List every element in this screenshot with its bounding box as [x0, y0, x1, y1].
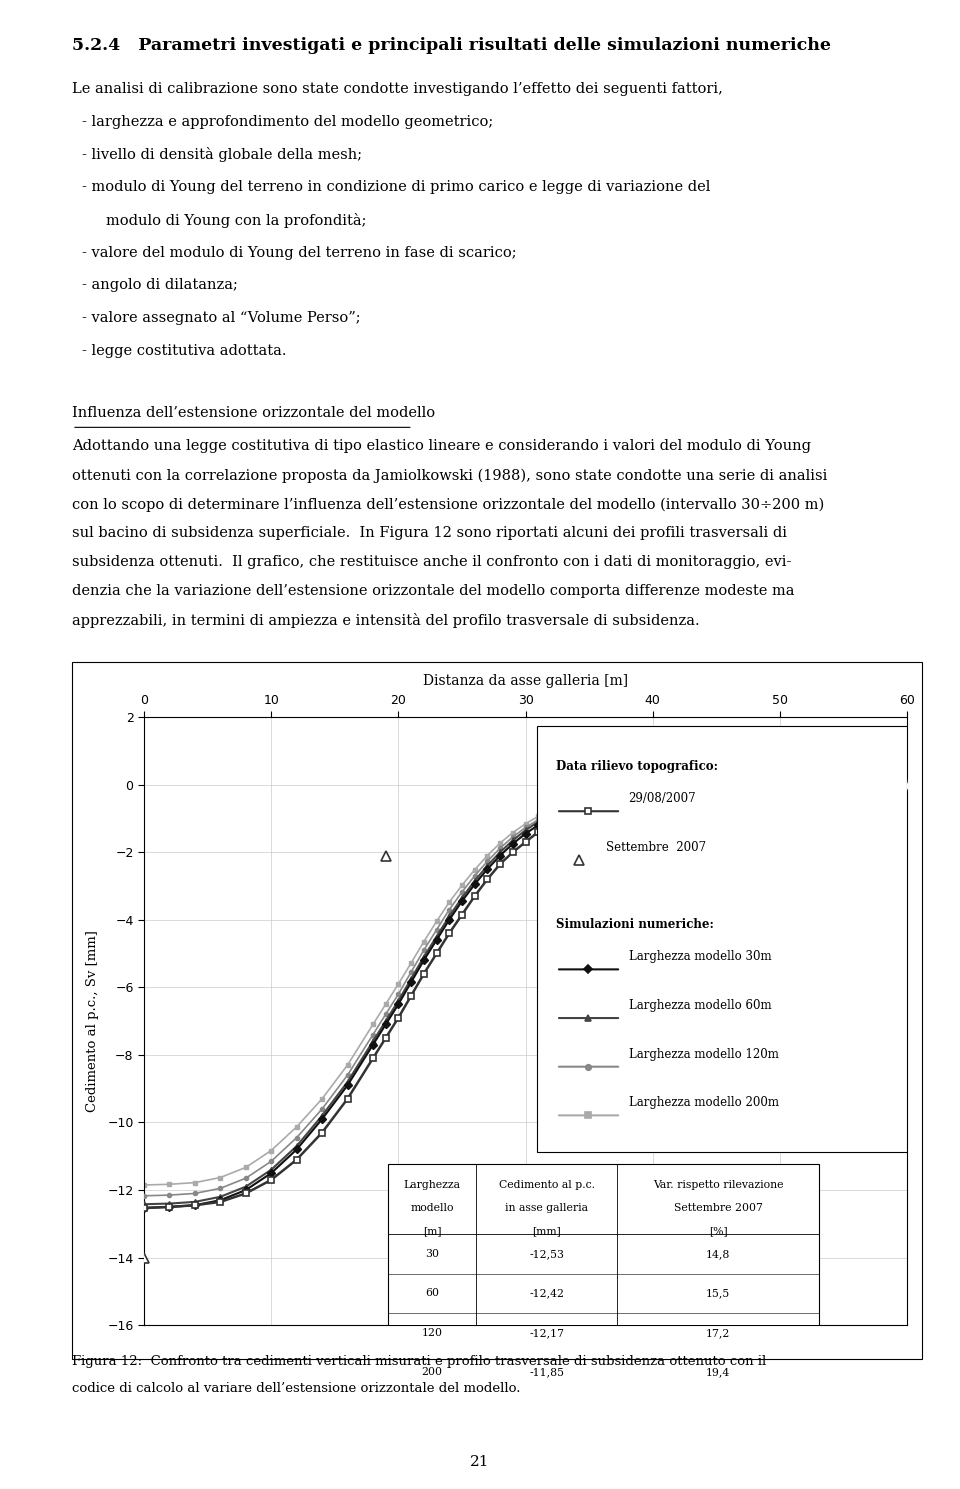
FancyBboxPatch shape [537, 727, 907, 1152]
Text: Le analisi di calibrazione sono state condotte investigando l’effetto dei seguen: Le analisi di calibrazione sono state co… [72, 82, 723, 95]
Text: 21: 21 [470, 1455, 490, 1470]
Text: 19,4: 19,4 [707, 1367, 731, 1377]
Text: 15,5: 15,5 [707, 1288, 731, 1298]
Text: sul bacino di subsidenza superficiale.  In Figura 12 sono riportati alcuni dei p: sul bacino di subsidenza superficiale. I… [72, 527, 787, 541]
Text: Larghezza modello 200m: Larghezza modello 200m [629, 1096, 779, 1109]
Text: Adottando una legge costitutiva di tipo elastico lineare e considerando i valori: Adottando una legge costitutiva di tipo … [72, 439, 811, 453]
Text: Settembre 2007: Settembre 2007 [674, 1203, 763, 1214]
Text: 30: 30 [425, 1249, 439, 1258]
Text: Cedimento al p.c.: Cedimento al p.c. [498, 1179, 594, 1190]
Text: - larghezza e approfondimento del modello geometrico;: - larghezza e approfondimento del modell… [82, 115, 492, 128]
Text: 200: 200 [421, 1367, 443, 1377]
Text: Figura 12:  Confronto tra cedimenti verticali misurati e profilo trasversale di : Figura 12: Confronto tra cedimenti verti… [72, 1355, 766, 1368]
Text: apprezzabili, in termini di ampiezza e intensità del profilo trasversale di subs: apprezzabili, in termini di ampiezza e i… [72, 613, 700, 628]
Text: -11,85: -11,85 [529, 1367, 564, 1377]
Text: Settembre  2007: Settembre 2007 [606, 841, 706, 853]
Text: in asse galleria: in asse galleria [505, 1203, 588, 1214]
Text: Larghezza: Larghezza [403, 1179, 461, 1190]
Text: Larghezza modello 60m: Larghezza modello 60m [629, 999, 771, 1013]
Text: -12,53: -12,53 [529, 1249, 564, 1258]
Text: Larghezza modello 120m: Larghezza modello 120m [629, 1048, 779, 1060]
Text: - legge costitutiva adottata.: - legge costitutiva adottata. [82, 344, 286, 357]
Text: con lo scopo di determinare l’influenza dell’estensione orizzontale del modello : con lo scopo di determinare l’influenza … [72, 497, 825, 512]
Text: 120: 120 [421, 1328, 443, 1337]
Text: - livello di densità globale della mesh;: - livello di densità globale della mesh; [82, 147, 362, 162]
Text: - angolo di dilatanza;: - angolo di dilatanza; [82, 278, 237, 292]
Text: - modulo di Young del terreno in condizione di primo carico e legge di variazion: - modulo di Young del terreno in condizi… [82, 180, 710, 194]
Y-axis label: Cedimento al p.c., Sv [mm]: Cedimento al p.c., Sv [mm] [85, 931, 99, 1112]
Text: -12,17: -12,17 [529, 1328, 564, 1337]
Text: Simulazioni numeriche:: Simulazioni numeriche: [556, 917, 714, 931]
Text: denzia che la variazione dell’estensione orizzontale del modello comporta differ: denzia che la variazione dell’estensione… [72, 585, 795, 599]
Text: [m]: [m] [422, 1227, 442, 1237]
Text: 17,2: 17,2 [707, 1328, 731, 1337]
Text: [mm]: [mm] [532, 1227, 561, 1237]
Text: 60: 60 [425, 1288, 439, 1298]
Text: 29/08/2007: 29/08/2007 [629, 792, 696, 806]
Text: 5.2.4   Parametri investigati e principali risultati delle simulazioni numeriche: 5.2.4 Parametri investigati e principali… [72, 37, 831, 54]
X-axis label: Distanza da asse galleria [m]: Distanza da asse galleria [m] [423, 675, 628, 688]
Text: [%]: [%] [709, 1227, 728, 1237]
Text: modello: modello [410, 1203, 454, 1214]
Text: codice di calcolo al variare dell’estensione orizzontale del modello.: codice di calcolo al variare dell’estens… [72, 1382, 520, 1395]
Text: - valore assegnato al “Volume Perso”;: - valore assegnato al “Volume Perso”; [82, 311, 360, 325]
Text: Larghezza modello 30m: Larghezza modello 30m [629, 950, 771, 963]
FancyBboxPatch shape [388, 1164, 820, 1392]
Text: -12,42: -12,42 [529, 1288, 564, 1298]
Text: modulo di Young con la profondità;: modulo di Young con la profondità; [106, 213, 366, 228]
Text: - valore del modulo di Young del terreno in fase di scarico;: - valore del modulo di Young del terreno… [82, 246, 516, 259]
Text: subsidenza ottenuti.  Il grafico, che restituisce anche il confronto con i dati : subsidenza ottenuti. Il grafico, che res… [72, 555, 791, 569]
Text: Var. rispetto rilevazione: Var. rispetto rilevazione [653, 1179, 783, 1190]
Text: Data rilievo topografico:: Data rilievo topografico: [556, 759, 718, 773]
Text: ottenuti con la correlazione proposta da Jamiolkowski (1988), sono state condott: ottenuti con la correlazione proposta da… [72, 469, 828, 482]
Text: 14,8: 14,8 [707, 1249, 731, 1258]
Text: Influenza dell’estensione orizzontale del modello: Influenza dell’estensione orizzontale de… [72, 406, 435, 420]
